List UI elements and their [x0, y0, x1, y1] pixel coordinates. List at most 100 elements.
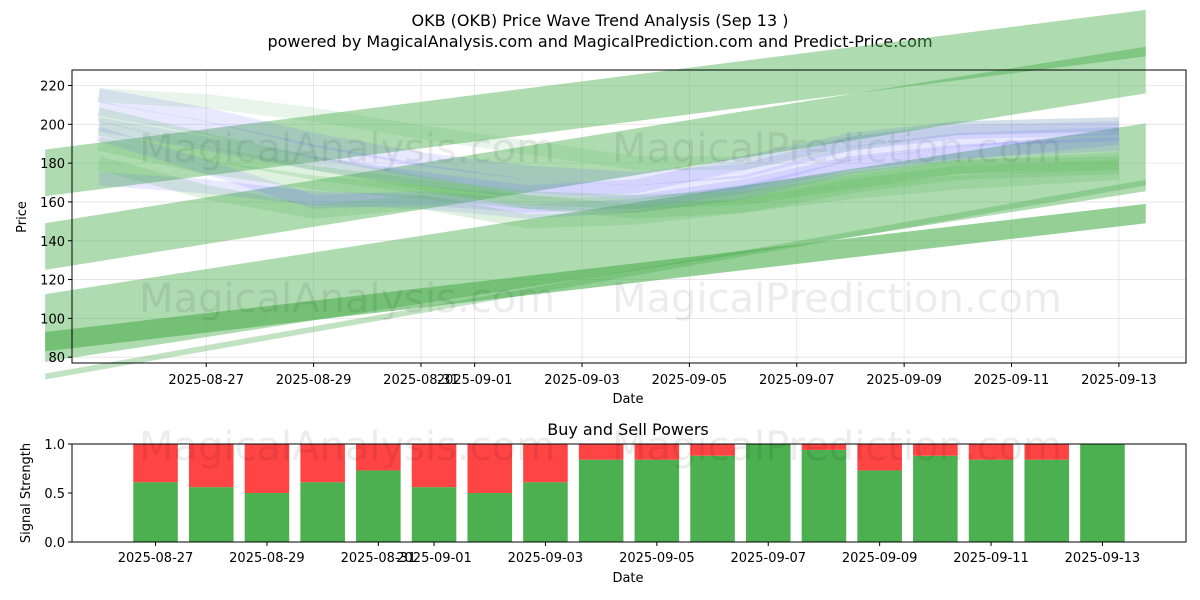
buy-bar [244, 493, 290, 542]
price-plot-frame [71, 69, 1187, 364]
y-tick-label: 140 [40, 235, 65, 250]
trend-band-1 [45, 46, 1146, 270]
sell-bar [467, 444, 513, 493]
sell-bar [857, 444, 902, 471]
buy-bar [690, 455, 735, 542]
buy-bar [467, 493, 513, 542]
price-wave-8 [96, 156, 1120, 229]
price-y-axis-label: Price [15, 201, 30, 233]
buy-bar [634, 459, 680, 542]
x-tick-label: 2025-08-29 [229, 551, 305, 566]
price-x-axis-label: Date [612, 392, 643, 407]
price-panel: MagicalAnalysis.com MagicalPrediction.co… [15, 9, 1187, 407]
trend-band-2 [45, 9, 1146, 197]
buy-bar [300, 482, 345, 542]
x-tick-label: 2025-09-11 [974, 373, 1050, 388]
watermark: MagicalAnalysis.com [139, 126, 555, 172]
buy-bar [1024, 459, 1070, 542]
sell-bar [578, 444, 624, 460]
sell-bar [801, 444, 847, 450]
chart-title: OKB (OKB) Price Wave Trend Analysis (Sep… [412, 11, 789, 30]
buy-bar [745, 444, 791, 542]
signal-x-axis-label: Date [612, 571, 643, 586]
sell-bar [133, 444, 178, 483]
buy-bar [411, 487, 457, 542]
trend-band-5 [45, 179, 1146, 380]
price-wave-3 [96, 127, 1120, 213]
price-wave-1 [97, 88, 1120, 186]
price-x-ticks: 2025-08-27 2025-08-29 2025-08-312025-09-01… [168, 363, 1157, 388]
sell-bar [968, 444, 1014, 460]
price-wave-10 [98, 88, 1120, 171]
x-tick-label: 2025-09-01 [437, 373, 513, 388]
x-tick-label: 2025-09-03 [544, 373, 620, 388]
sell-bar [913, 444, 958, 456]
x-tick-label: 2025-09-03 [508, 551, 584, 566]
x-tick-label: 2025-09-05 [652, 373, 728, 388]
sell-bar [411, 444, 457, 488]
signal-panel: Buy and Sell Powers MagicalAnalysis.com … [19, 420, 1187, 586]
x-tick-label: 2025-09-13 [1081, 373, 1157, 388]
x-tick-label: 2025-09-07 [759, 373, 835, 388]
buy-bar [523, 482, 568, 542]
x-tick-label: 2025-09-09 [866, 373, 942, 388]
price-wave-2 [97, 101, 1120, 200]
watermark: MagicalAnalysis.com [139, 276, 555, 322]
y-tick-label: 80 [48, 351, 65, 366]
signal-title: Buy and Sell Powers [547, 420, 709, 439]
watermark: MagicalPrediction.com [612, 126, 1062, 172]
buy-bar [578, 459, 624, 542]
x-tick-label: 2025-08-27 [168, 373, 244, 388]
chart-subtitle: powered by MagicalAnalysis.com and Magic… [267, 32, 932, 51]
sell-bar [690, 444, 735, 456]
signal-y-ticks: 0.0 0.5 1.0 [44, 438, 72, 551]
y-tick-label: 1.0 [44, 438, 65, 453]
y-tick-label: 160 [40, 196, 65, 211]
sell-bar [634, 444, 680, 460]
x-tick-label: 2025-09-05 [619, 551, 695, 566]
sell-bar [188, 444, 234, 488]
buy-bar [913, 455, 958, 542]
price-wave-4 [98, 130, 1120, 219]
x-tick-label: 2025-09-13 [1065, 551, 1141, 566]
x-tick-label: 2025-08-29 [276, 373, 352, 388]
x-tick-label: 2025-08-31 [383, 373, 459, 388]
trend-bands [45, 9, 1146, 380]
price-waves [96, 88, 1120, 229]
signal-y-axis-label: Signal Strength [19, 443, 34, 543]
buy-bar [801, 449, 847, 542]
x-tick-label: 2025-09-09 [842, 551, 918, 566]
watermark: MagicalPrediction.com [612, 424, 1062, 470]
price-wave-5 [97, 117, 1120, 200]
sell-bar [300, 444, 345, 483]
x-tick-label: 2025-09-11 [953, 551, 1029, 566]
buy-bar [857, 470, 902, 542]
price-wave-7 [97, 107, 1120, 219]
watermark: MagicalAnalysis.com [139, 424, 555, 470]
trend-band-4 [45, 203, 1146, 352]
x-tick-label: 2025-09-01 [396, 551, 472, 566]
buy-bar [356, 470, 401, 542]
y-tick-label: 120 [40, 274, 65, 289]
y-tick-label: 0.0 [44, 536, 65, 551]
price-wave-9 [97, 121, 1120, 209]
watermark: MagicalPrediction.com [612, 276, 1062, 322]
buy-bar [188, 487, 234, 542]
price-wave-6 [97, 136, 1120, 213]
sell-bar [244, 444, 290, 493]
price-y-ticks: 80 100 120 140 160 180 200 220 [40, 80, 72, 366]
x-tick-label: 2025-08-27 [118, 551, 194, 566]
sell-bar [523, 444, 568, 483]
buy-bar [133, 482, 178, 542]
sell-bar [356, 444, 401, 471]
buy-bar [968, 459, 1014, 542]
x-tick-label: 2025-08-31 [341, 551, 417, 566]
sell-bar [1024, 444, 1070, 460]
buy-bar [1080, 444, 1125, 542]
y-tick-label: 100 [40, 312, 65, 327]
signal-bars [133, 444, 1125, 542]
y-tick-label: 200 [40, 118, 65, 133]
x-tick-label: 2025-09-07 [730, 551, 806, 566]
signal-x-ticks: 2025-08-27 2025-08-29 2025-08-312025-09-01… [118, 542, 1140, 566]
